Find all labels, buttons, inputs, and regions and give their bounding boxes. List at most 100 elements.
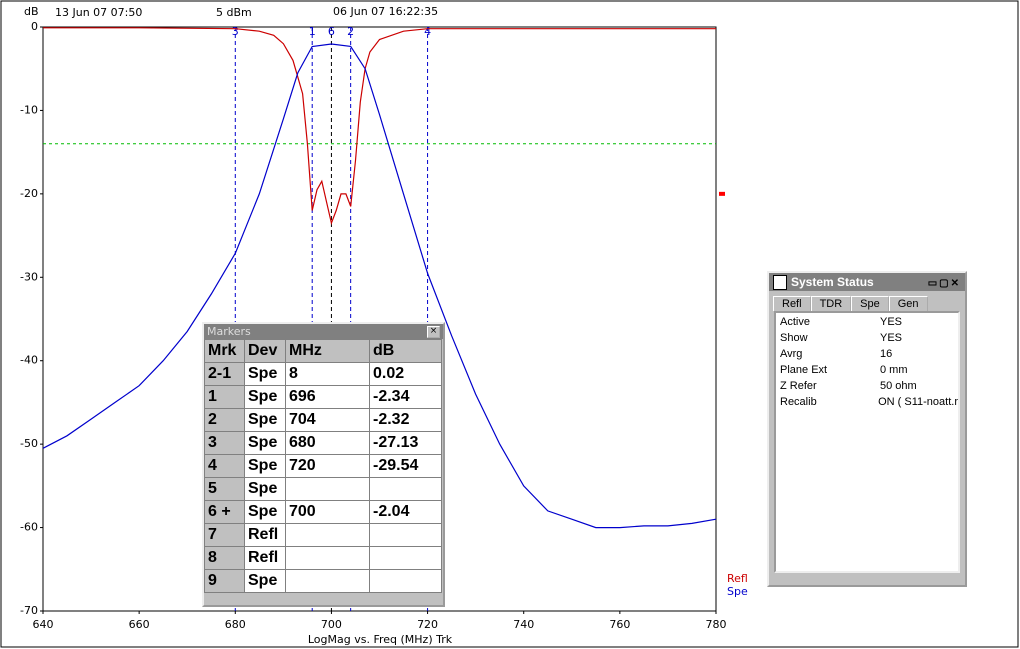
cell: [369, 523, 442, 547]
tab[interactable]: Spe: [851, 296, 889, 311]
cell: 700: [285, 500, 370, 524]
y-label: dB: [24, 5, 39, 18]
cell: 2-1: [204, 362, 245, 386]
x-tick-label: 660: [129, 618, 150, 631]
status-row: Z Refer 50 ohm: [776, 380, 958, 396]
cell: 8: [285, 362, 370, 386]
marker-row: 2-1 Spe 8 0.02: [204, 362, 442, 386]
status-row: Active YES: [776, 316, 958, 332]
cell: [285, 569, 370, 593]
header-row: Mrk Dev MHz dB: [204, 339, 442, 363]
marker-row: 5 Spe: [204, 477, 442, 501]
cell: Spe: [244, 385, 286, 409]
tab[interactable]: Gen: [888, 296, 928, 311]
marker-label: 1: [309, 25, 316, 38]
marker-row: 1 Spe 696 -2.34: [204, 385, 442, 409]
cell: Spe: [244, 454, 286, 478]
marker-row: 2 Spe 704 -2.32: [204, 408, 442, 432]
status-window: System Status ▭▢✕ Refl TDR Spe Gen Active YE…: [767, 271, 967, 587]
app-icon: [773, 275, 787, 290]
legend-entry: Refl: [727, 572, 748, 585]
cell: 704: [285, 408, 370, 432]
cell: 6 +: [204, 500, 245, 524]
marker-row: 3 Spe 680 -27.13: [204, 431, 442, 455]
cell: Spe: [244, 431, 286, 455]
status-value: 0 mm: [880, 364, 908, 376]
status-row: Recalib ON ( S11-noatt.r: [776, 396, 958, 412]
x-tick-label: 720: [417, 618, 438, 631]
line: [43, 27, 716, 226]
power: 5 dBm: [216, 6, 252, 19]
x-tick-label: 680: [225, 618, 246, 631]
markers-title: Markers: [204, 324, 443, 339]
marker-label: 4: [424, 25, 431, 38]
cell: 680: [285, 431, 370, 455]
cell: Refl: [244, 546, 286, 570]
cell: 4: [204, 454, 245, 478]
y-tick-label: -70: [20, 604, 38, 617]
column-header: MHz: [285, 339, 370, 363]
cell: -2.34: [369, 385, 442, 409]
cell: Spe: [244, 569, 286, 593]
markers-window: Markers × Mrk Dev MHz dB 2-1 Spe 8 0.02 1 Spe 696-…: [202, 322, 445, 607]
cell: [369, 477, 442, 501]
cell: 7: [204, 523, 245, 547]
tabs: Refl TDR Spe Gen: [773, 296, 965, 311]
status-list: Active YES Show YES Avrg 16 Plane Ext 0 mm Z Ref…: [774, 311, 960, 573]
cell: Spe: [244, 500, 286, 524]
cell: 0.02: [369, 362, 442, 386]
cell: 2: [204, 408, 245, 432]
status-key: Avrg: [780, 348, 803, 360]
x-label: LogMag vs. Freq (MHz) Trk: [308, 633, 453, 646]
cell: -27.13: [369, 431, 442, 455]
status-key: Active: [780, 316, 810, 328]
cell: [369, 546, 442, 570]
reference-level: [719, 191, 725, 196]
cell: Spe: [244, 408, 286, 432]
cell: Spe: [244, 362, 286, 386]
status-key: Show: [780, 332, 808, 344]
cal-date: 06 Jun 07 16:22:35: [333, 5, 438, 18]
cell: [285, 546, 370, 570]
cell: 9: [204, 569, 245, 593]
cell: 5: [204, 477, 245, 501]
x-tick-label: 640: [33, 618, 54, 631]
y-tick-label: -50: [20, 437, 38, 450]
window-buttons[interactable]: ▭▢✕: [927, 278, 961, 289]
marker-label: 2: [347, 25, 354, 38]
line: [42, 43, 717, 529]
status-key: Plane Ext: [780, 364, 828, 376]
status-row: Plane Ext 0 mm: [776, 364, 958, 380]
cell: 696: [285, 385, 370, 409]
status-row: Avrg 16: [776, 348, 958, 364]
cell: [285, 477, 370, 501]
cell: -29.54: [369, 454, 442, 478]
markers-table: Mrk Dev MHz dB 2-1 Spe 8 0.02 1 Spe 696 -2.34 2 Spe 70…: [204, 339, 442, 593]
tab[interactable]: TDR: [810, 296, 852, 311]
status-value: ON ( S11-noatt.r: [878, 396, 958, 408]
cell: Spe: [244, 477, 286, 501]
marker-row: 4 Spe 720 -29.54: [204, 454, 442, 478]
date: 13 Jun 07 07:50: [55, 6, 142, 19]
cell: -2.32: [369, 408, 442, 432]
status-value: YES: [880, 316, 903, 328]
status-value: 50 ohm: [880, 380, 917, 392]
close-button[interactable]: ×: [427, 326, 440, 338]
y-tick-label: -40: [20, 354, 38, 367]
y-tick-label: -60: [20, 521, 38, 534]
status-value: 16: [880, 348, 893, 360]
column-header: Mrk: [204, 339, 245, 363]
status-row: Show YES: [776, 332, 958, 348]
tab[interactable]: Refl: [773, 296, 811, 311]
marker-row: 6 + Spe 700 -2.04: [204, 500, 442, 524]
status-key: Z Refer: [780, 380, 817, 392]
status-value: YES: [880, 332, 903, 344]
x-tick-label: 780: [706, 618, 727, 631]
column-header: Dev: [244, 339, 286, 363]
status-title: System Status ▭▢✕: [769, 273, 965, 291]
legend-entry: Spe: [727, 585, 748, 598]
y-tick-label: -10: [20, 103, 38, 116]
x-tick-label: 740: [513, 618, 534, 631]
